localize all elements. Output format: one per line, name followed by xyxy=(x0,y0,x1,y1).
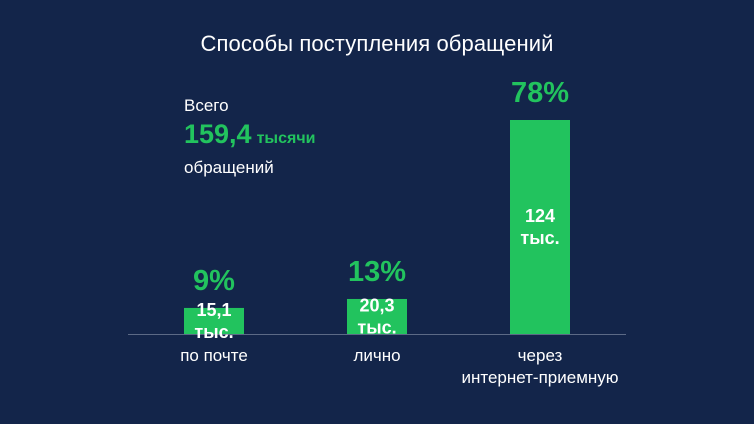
bar-value-label: тыс. xyxy=(520,228,559,248)
category-label: через xyxy=(518,346,563,365)
total-value: 159,4 xyxy=(184,119,252,149)
percent-label: 78% xyxy=(511,77,569,109)
category-label: лично xyxy=(353,346,400,365)
total-summary: Всего 159,4 тысячи обращений xyxy=(184,96,315,178)
total-suffix: обращений xyxy=(184,158,274,177)
chart-title: Способы поступления обращений xyxy=(200,31,554,56)
bar xyxy=(347,298,407,334)
bar-value-label: тыс. xyxy=(357,317,396,337)
total-prefix: Всего xyxy=(184,96,229,115)
total-value-line: 159,4 тысячи xyxy=(184,119,315,154)
bar-value-label: 124 xyxy=(525,206,555,226)
bar xyxy=(510,120,570,334)
category-label: интернет-приемную xyxy=(461,368,618,387)
percent-label: 9% xyxy=(193,265,235,297)
percent-label: 13% xyxy=(348,256,406,288)
bar-value-label: 15,1 xyxy=(196,300,231,320)
bar-value-label: 20,3 xyxy=(359,295,394,315)
category-label: по почте xyxy=(180,346,248,365)
total-unit: тысячи xyxy=(256,130,316,147)
bar xyxy=(184,307,244,334)
bar-value-label: тыс. xyxy=(194,322,233,342)
